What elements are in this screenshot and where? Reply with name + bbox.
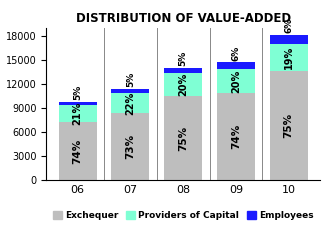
Legend: Exchequer, Providers of Capital, Employees: Exchequer, Providers of Capital, Employe… bbox=[49, 208, 317, 224]
Text: 6%: 6% bbox=[231, 45, 240, 61]
Text: 5%: 5% bbox=[73, 85, 82, 100]
Bar bbox=[164, 96, 202, 180]
Text: 75%: 75% bbox=[178, 125, 188, 151]
Bar bbox=[59, 122, 97, 180]
Title: DISTRIBUTION OF VALUE-ADDED: DISTRIBUTION OF VALUE-ADDED bbox=[76, 12, 291, 25]
Bar bbox=[217, 62, 255, 69]
Text: 75%: 75% bbox=[284, 113, 294, 138]
Bar bbox=[59, 106, 97, 122]
Text: 73%: 73% bbox=[125, 134, 135, 159]
Text: 20%: 20% bbox=[231, 70, 241, 93]
Bar bbox=[270, 44, 308, 71]
Bar bbox=[164, 73, 202, 96]
Bar bbox=[217, 93, 255, 180]
Text: 20%: 20% bbox=[178, 73, 188, 96]
Bar bbox=[112, 89, 149, 93]
Bar bbox=[270, 71, 308, 180]
Text: 5%: 5% bbox=[179, 51, 188, 66]
Bar bbox=[59, 102, 97, 106]
Text: 74%: 74% bbox=[231, 124, 241, 149]
Bar bbox=[112, 93, 149, 113]
Bar bbox=[112, 113, 149, 180]
Text: 5%: 5% bbox=[126, 72, 135, 87]
Bar bbox=[217, 69, 255, 93]
Text: 19%: 19% bbox=[284, 46, 294, 69]
Text: 22%: 22% bbox=[125, 92, 135, 115]
Bar bbox=[270, 35, 308, 44]
Text: 6%: 6% bbox=[284, 18, 293, 33]
Text: 74%: 74% bbox=[73, 138, 82, 164]
Text: 21%: 21% bbox=[73, 102, 82, 125]
Bar bbox=[164, 68, 202, 73]
